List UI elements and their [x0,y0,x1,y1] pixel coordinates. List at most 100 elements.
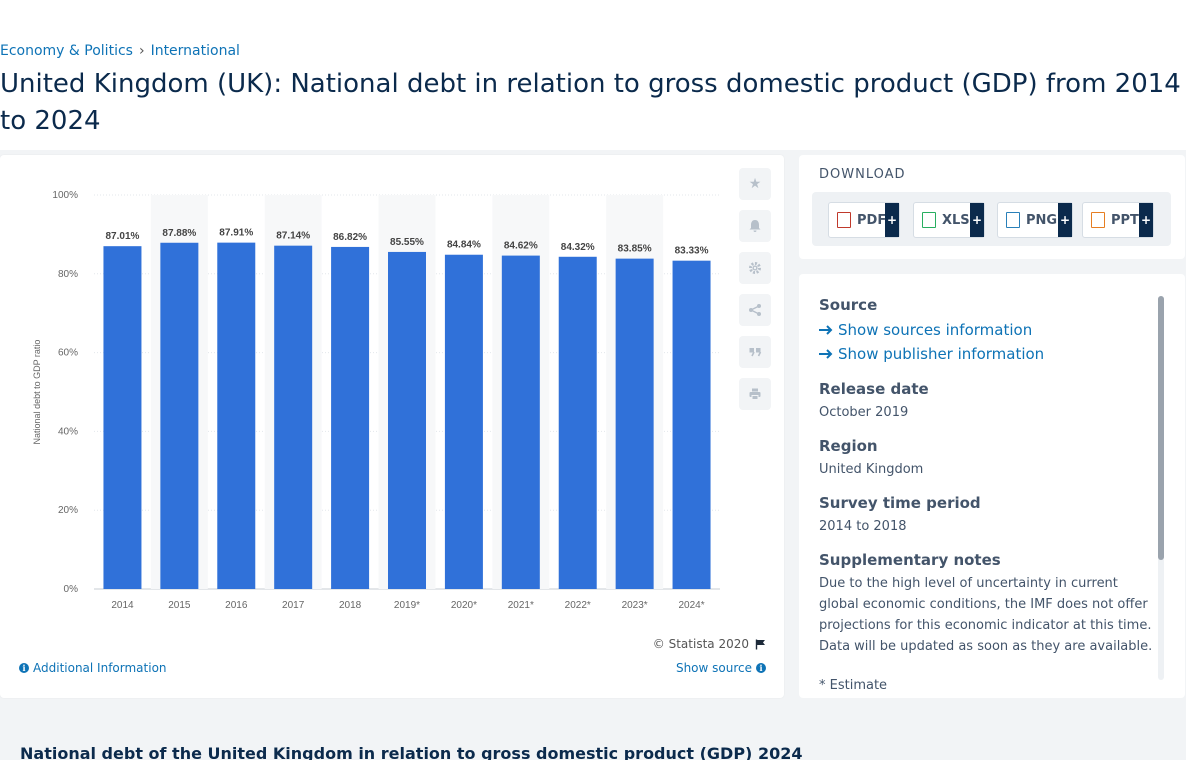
additional-information-label: Additional Information [33,661,167,675]
download-png-button[interactable]: PNG + [997,202,1073,238]
survey-period-value: 2014 to 2018 [819,519,907,534]
statistic-info-card: Source Show sources information Show pub… [799,274,1185,698]
y-tick-label: 60% [58,348,78,359]
x-tick-layer: 2014 2015 2016 2017 2018 2019* 2020* 2021* 2022*… [111,600,704,611]
scrollbar-thumb[interactable] [1158,296,1164,560]
survey-period-label: Survey time period [819,494,981,512]
data-label: 85.55% [390,237,424,248]
quote-icon[interactable] [739,336,771,368]
bar[interactable] [217,242,256,590]
show-sources-label: Show sources information [838,321,1033,339]
flag-icon[interactable] [755,639,766,650]
x-tick-label: 2015 [168,600,191,611]
data-label: 87.91% [219,228,253,239]
y-tick-label: 80% [58,269,78,280]
share-icon[interactable] [739,294,771,326]
bar[interactable] [103,246,142,589]
x-tick-label: 2022* [565,600,591,611]
bar[interactable] [558,256,597,589]
estimate-note: * Estimate [819,678,888,693]
download-ppt-button[interactable]: PPT + [1082,202,1154,238]
breadcrumb-separator: › [138,43,145,59]
y-tick-label: 100% [52,190,78,201]
data-label: 87.01% [105,231,139,242]
info-icon: i [756,663,766,673]
x-tick-label: 2016 [225,600,248,611]
info-content: Source Show sources information Show pub… [819,296,1154,696]
y-tick-label: 20% [58,505,78,516]
show-publisher-link[interactable]: Show publisher information [819,342,1154,366]
download-png-plus[interactable]: + [1058,203,1072,237]
release-date-label: Release date [819,380,929,398]
bar[interactable] [274,245,313,589]
chart-toolbar: ★ [739,168,771,420]
x-tick-label: 2017 [282,600,305,611]
bar[interactable] [501,255,540,589]
arrow-right-icon [819,325,833,335]
breadcrumb: Economy & Politics › International [0,43,240,59]
download-xls-label: XLS [942,212,970,228]
data-label: 84.62% [504,241,538,252]
ppt-file-icon [1091,212,1105,228]
xls-file-icon [922,212,936,228]
region-value: United Kingdom [819,462,924,477]
chart-card: 87.01% 87.88% 87.91% 87.14% 86.82% 85.55% 84.8… [0,155,784,698]
settings-gear-icon[interactable] [739,252,771,284]
bar-chart: 87.01% 87.88% 87.91% 87.14% 86.82% 85.55% 84.8… [32,190,720,611]
download-pdf-plus[interactable]: + [885,203,899,237]
bar[interactable] [388,251,426,590]
bar[interactable] [331,246,370,589]
related-statistic-title[interactable]: National debt of the United Kingdom in r… [20,744,803,760]
notification-bell-icon[interactable] [739,210,771,242]
page-title: United Kingdom (UK): National debt in re… [0,69,1181,136]
show-source-link[interactable]: Show source i [676,661,766,675]
release-date-value: October 2019 [819,405,909,420]
png-file-icon [1006,212,1020,228]
breadcrumb-economy-politics[interactable]: Economy & Politics [0,43,133,59]
header-background [0,0,1186,150]
download-ppt-plus[interactable]: + [1139,203,1153,237]
arrow-right-icon [819,349,833,359]
download-ppt-label: PPT [1111,212,1139,228]
bar-layer [103,242,711,590]
favorite-star-icon[interactable]: ★ [739,168,771,200]
show-publisher-label: Show publisher information [838,345,1045,363]
data-label: 84.32% [561,242,595,253]
x-tick-label: 2018 [339,600,362,611]
download-xls-button[interactable]: XLS + [913,202,985,238]
download-buttons: PDF + XLS + PNG + PPT + [812,192,1171,246]
data-label: 87.88% [162,228,196,239]
data-label: 84.84% [447,240,481,251]
x-tick-label: 2021* [508,600,534,611]
pdf-file-icon [837,212,851,228]
y-tick-layer: 0% 20% 40% 60% 80% 100% [52,190,78,595]
download-title: DOWNLOAD [819,167,906,182]
download-card: DOWNLOAD PDF + XLS + PNG + PPT + [799,155,1185,259]
data-label: 87.14% [276,231,310,242]
additional-information-link[interactable]: i Additional Information [19,661,167,675]
bar[interactable] [615,258,654,589]
info-icon: i [19,663,29,673]
y-axis-label: National debt to GDP ratio [32,340,42,445]
show-sources-link[interactable]: Show sources information [819,318,1154,342]
data-label: 83.33% [675,246,709,257]
download-xls-plus[interactable]: + [970,203,984,237]
show-source-label: Show source [675,661,752,675]
supplementary-notes-value: Due to the high level of uncertainty in … [819,576,1153,654]
bar[interactable] [672,260,711,589]
download-pdf-label: PDF [857,212,887,228]
bar[interactable] [160,242,199,589]
source-label: Source [819,296,878,314]
y-tick-label: 40% [58,426,78,437]
x-tick-label: 2020* [451,600,477,611]
x-tick-label: 2024* [678,600,704,611]
x-tick-label: 2019* [394,600,420,611]
x-tick-label: 2014 [111,600,134,611]
breadcrumb-international[interactable]: International [150,43,240,59]
bar[interactable] [444,254,483,589]
print-icon[interactable] [739,378,771,410]
y-tick-label: 0% [64,584,79,595]
x-tick-label: 2023* [622,600,648,611]
download-pdf-button[interactable]: PDF + [828,202,900,238]
data-label: 86.82% [333,232,367,243]
